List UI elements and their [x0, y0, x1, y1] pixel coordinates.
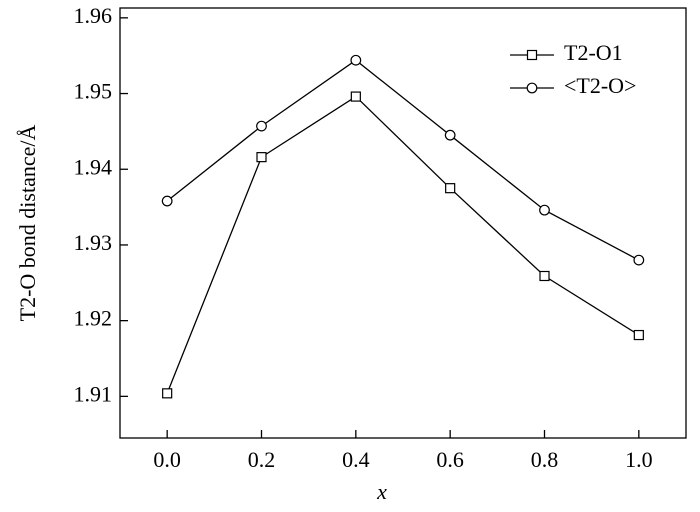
data-point: [161, 195, 173, 207]
x-tick-label: 0.4: [342, 447, 370, 472]
data-point: [444, 129, 456, 141]
x-tick-label: 0.8: [531, 447, 559, 472]
plot-frame: [119, 7, 687, 439]
data-point: [539, 270, 550, 282]
x-axis-label: x: [376, 479, 387, 504]
x-tick-label: 1.0: [625, 447, 653, 472]
legend-label: <T2-O>: [564, 73, 636, 98]
y-axis-label: T2-O bond distance/Å: [15, 125, 40, 322]
series-line: [166, 95, 640, 394]
legend-marker: [526, 82, 538, 94]
y-tick-label: 1.94: [74, 154, 113, 179]
x-tick-label: 0.6: [436, 447, 464, 472]
data-point: [256, 152, 267, 163]
legend-marker: [526, 49, 538, 61]
y-tick-label: 1.93: [74, 230, 113, 255]
data-point: [256, 120, 267, 132]
y-tick-label: 1.96: [74, 3, 113, 28]
data-point: [539, 204, 550, 216]
y-tick-label: 1.92: [74, 306, 113, 331]
data-point: [445, 183, 456, 194]
y-tick-label: 1.95: [74, 79, 113, 104]
data-point: [350, 91, 361, 102]
data-point: [633, 329, 644, 341]
x-tick-label: 0.2: [248, 447, 276, 472]
x-tick-label: 0.0: [153, 447, 181, 472]
data-point: [350, 54, 362, 66]
series-line: [166, 59, 640, 261]
data-point: [633, 254, 645, 266]
data-point: [162, 388, 173, 399]
legend-label: T2-O1: [564, 40, 623, 65]
y-tick-label: 1.91: [74, 381, 113, 406]
